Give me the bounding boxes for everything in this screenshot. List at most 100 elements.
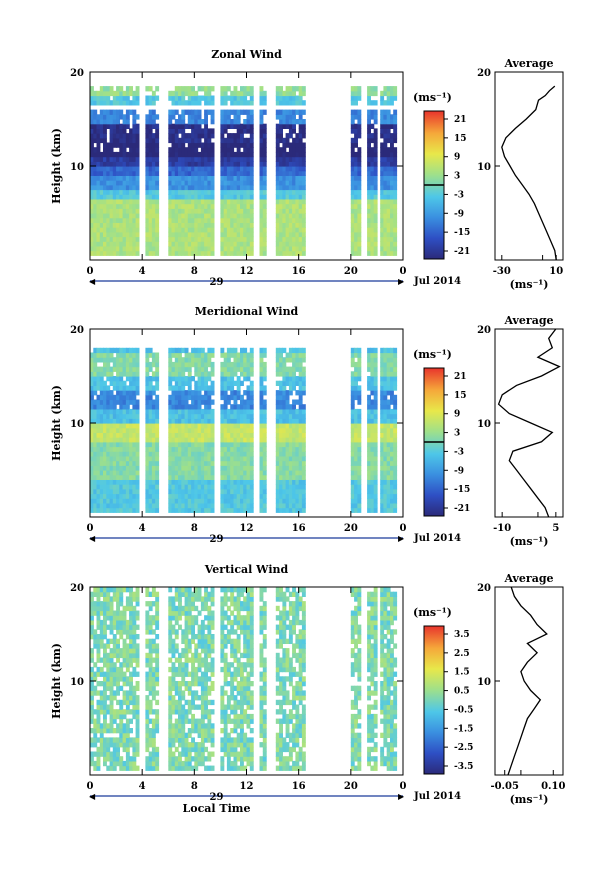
heatmap-cell <box>282 362 286 367</box>
heatmap-cell <box>237 114 241 119</box>
heatmap-cell <box>211 166 215 171</box>
heatmap-cell <box>393 376 397 381</box>
heatmap-cell <box>106 643 110 648</box>
heatmap-cell <box>136 208 140 213</box>
heatmap-cell <box>263 190 267 195</box>
heatmap-cell <box>357 218 361 223</box>
heatmap-cell <box>263 199 267 204</box>
heatmap-cell <box>198 114 202 119</box>
heatmap-cell <box>357 390 361 395</box>
heatmap-cell <box>374 475 378 480</box>
heatmap-cell <box>181 128 185 133</box>
heatmap-cell <box>136 353 140 358</box>
heatmap-cell <box>302 133 306 138</box>
heatmap-cell <box>136 143 140 148</box>
colorbar-tick-label: -3 <box>454 190 464 200</box>
heatmap-cell <box>263 362 267 367</box>
heatmap-cell <box>132 395 136 400</box>
heatmap-cell <box>357 489 361 494</box>
heatmap-cell <box>250 100 254 105</box>
heatmap-cell <box>126 667 130 672</box>
heatmap-cell <box>211 110 215 115</box>
heatmap-cell <box>374 232 378 237</box>
heatmap-cell <box>97 615 101 620</box>
heatmap-cell <box>136 381 140 386</box>
heatmap-cell <box>136 766 140 771</box>
heatmap-cell <box>250 152 254 157</box>
heatmap-cell <box>113 634 117 639</box>
heatmap-cell <box>260 114 264 119</box>
heatmap-cell <box>289 390 293 395</box>
heatmap-cell <box>250 199 254 204</box>
heatmap-cell <box>357 508 361 513</box>
heatmap-cell <box>211 218 215 223</box>
heatmap-cell <box>374 353 378 358</box>
heatmap-cell <box>155 157 159 162</box>
heatmap-cell <box>97 147 101 152</box>
heatmap-cell <box>357 86 361 91</box>
heatmap-cell <box>103 620 107 625</box>
heatmap-cell <box>224 128 228 133</box>
date-mark: 29 <box>210 277 224 288</box>
heatmap-cell <box>263 442 267 447</box>
heatmap-cell <box>145 747 149 752</box>
heatmap-cell <box>110 86 114 91</box>
heatmap-cell <box>97 766 101 771</box>
heatmap-cell <box>263 376 267 381</box>
heatmap-cell <box>374 218 378 223</box>
heatmap-cell <box>302 367 306 372</box>
heatmap-cell <box>374 348 378 353</box>
heatmap-cell <box>302 357 306 362</box>
heatmap-cell <box>155 199 159 204</box>
heatmap-cell <box>374 194 378 199</box>
heatmap-cell <box>136 601 140 606</box>
heatmap-cell <box>393 251 397 256</box>
heatmap-cell <box>211 114 215 119</box>
heatmap-cell <box>393 147 397 152</box>
heatmap-cell <box>250 470 254 475</box>
heatmap-cell <box>250 451 254 456</box>
heatmap-cell <box>250 414 254 419</box>
heatmap-cell <box>172 114 176 119</box>
heatmap-cell <box>357 180 361 185</box>
panel-title: Vertical Wind <box>204 563 289 576</box>
heatmap-cell <box>263 128 267 133</box>
heatmap-cell <box>393 204 397 209</box>
average-y-tick-label: 20 <box>477 68 491 79</box>
heatmap-cell <box>250 133 254 138</box>
heatmap-cell <box>393 213 397 218</box>
heatmap-cell <box>155 190 159 195</box>
heatmap-cell <box>97 719 101 724</box>
heatmap-cell <box>250 166 254 171</box>
heatmap-cell <box>292 91 296 96</box>
heatmap-cell <box>211 161 215 166</box>
heatmap-cell <box>302 371 306 376</box>
heatmap-cell <box>126 733 130 738</box>
average-x-tick-label: 5 <box>552 523 559 534</box>
heatmap-cell <box>188 367 192 372</box>
heatmap-cell <box>126 114 130 119</box>
heatmap-cell <box>374 208 378 213</box>
heatmap-cell <box>289 133 293 138</box>
heatmap-cell <box>250 423 254 428</box>
heatmap-cell <box>374 161 378 166</box>
heatmap-cells <box>90 86 397 256</box>
heatmap-cell <box>374 456 378 461</box>
heatmap-cell <box>302 124 306 129</box>
heatmap-cell <box>110 658 114 663</box>
heatmap-cell <box>224 390 228 395</box>
average-title: Average <box>503 314 553 327</box>
heatmap-cell <box>211 147 215 152</box>
colorbar-unit: (ms⁻¹) <box>413 348 452 361</box>
heatmap-cell <box>136 400 140 405</box>
heatmap-cell <box>211 400 215 405</box>
heatmap-cell <box>357 204 361 209</box>
heatmap-cell <box>155 138 159 143</box>
heatmap-cell <box>136 447 140 452</box>
heatmap-cell <box>152 737 156 742</box>
heatmap-cell <box>132 110 136 115</box>
heatmap-cell <box>302 503 306 508</box>
y-tick-label: 10 <box>70 419 84 430</box>
heatmap-cell <box>374 166 378 171</box>
heatmap-cell <box>302 213 306 218</box>
